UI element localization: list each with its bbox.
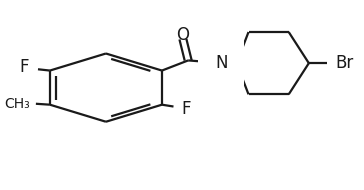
Text: CH₃: CH₃ [4,97,29,111]
Text: F: F [19,59,29,76]
Text: F: F [181,100,190,118]
Text: O: O [177,26,189,44]
Text: N: N [215,54,228,72]
Text: Br: Br [336,54,354,72]
